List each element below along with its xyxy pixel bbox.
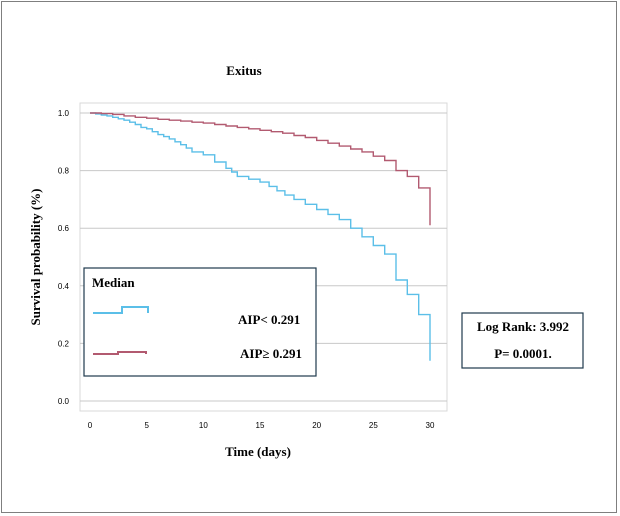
legend: Median AIP< 0.291 AIP≥ 0.291 [83,267,317,377]
legend-entry-aip-low: AIP< 0.291 [238,312,300,327]
p-value-text: P= 0.0001. [494,346,552,361]
y-tick-label: 0.6 [58,224,70,233]
legend-swatch-aip-low [93,306,149,314]
chart-title: Exitus [226,63,261,78]
x-tick-label: 0 [88,421,93,430]
log-rank-text: Log Rank: 3.992 [477,319,569,334]
legend-box [83,267,317,377]
legend-title: Median [92,275,135,290]
x-tick-label: 15 [256,421,265,430]
x-tick-label: 30 [426,421,435,430]
legend-swatch-aip-high [93,351,147,355]
x-tick-label: 20 [312,421,321,430]
y-axis-label: Survival probability (%) [28,188,43,325]
survival-curve-aip-low [90,112,431,361]
stats-box: Log Rank: 3.992 P= 0.0001. [461,312,584,369]
y-tick-label: 0.4 [58,282,70,291]
x-axis-label: Time (days) [225,444,291,459]
legend-entry-aip-high: AIP≥ 0.291 [240,346,302,361]
y-tick-label: 0.0 [58,397,70,406]
x-tick-label: 5 [144,421,149,430]
y-tick-label: 0.8 [58,167,70,176]
stats-border [461,312,584,369]
x-tick-label: 10 [199,421,208,430]
x-tick-label: 25 [369,421,378,430]
y-tick-label: 1.0 [58,109,70,118]
survival-curve-aip-high [90,112,431,226]
y-tick-label: 0.2 [58,339,70,348]
